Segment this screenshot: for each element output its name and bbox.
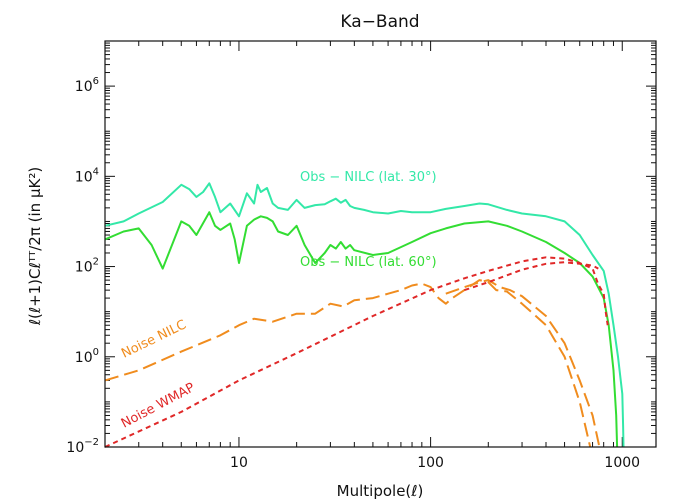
x-axis-label: Multipole(ℓ) [337, 482, 424, 500]
y-tick-exponent: −2 [84, 437, 99, 448]
y-tick-base: 10 [75, 79, 93, 95]
y-tick-base: 10 [66, 440, 84, 456]
plot-frame [104, 40, 657, 448]
annotation-noise-nilc: Noise NILC [119, 317, 189, 361]
chart-title: Ka−Band [340, 12, 419, 32]
y-tick-exponent: 2 [93, 257, 99, 268]
series-line-1 [104, 211, 619, 448]
y-tick-base: 10 [75, 169, 93, 185]
y-axis-label: ℓ(ℓ+1)Cℓᵀᵀ/2π (in μK²) [26, 167, 44, 326]
y-tick-label: 102 [75, 257, 99, 276]
series-line-5 [464, 261, 599, 292]
series-line-4 [104, 256, 609, 448]
annotations: Obs − NILC (lat. 30°) Obs − NILC (lat. 6… [119, 170, 437, 432]
x-tick-label: 10 [230, 455, 248, 471]
series-lines [104, 182, 625, 448]
x-tick-label: 1000 [604, 455, 640, 471]
y-tick-exponent: 6 [93, 76, 99, 87]
y-tick-exponent: 0 [93, 347, 99, 358]
y-tick-base: 10 [75, 350, 93, 366]
y-tick-exponent: 4 [93, 166, 99, 177]
y-tick-base: 10 [75, 260, 93, 276]
annotation-obs-lat30: Obs − NILC (lat. 30°) [300, 170, 437, 185]
y-tick-label: 106 [75, 76, 99, 95]
series-line-2 [104, 279, 592, 448]
series-line-0 [104, 182, 625, 448]
y-tick-label: 100 [75, 347, 99, 366]
y-tick-label: 104 [75, 166, 99, 185]
annotation-obs-lat60: Obs − NILC (lat. 60°) [300, 255, 437, 270]
y-tick-label: 10−2 [66, 437, 99, 456]
x-tick-label: 100 [417, 455, 444, 471]
series-line-3 [445, 279, 601, 448]
annotation-noise-wmap: Noise WMAP [119, 380, 198, 431]
